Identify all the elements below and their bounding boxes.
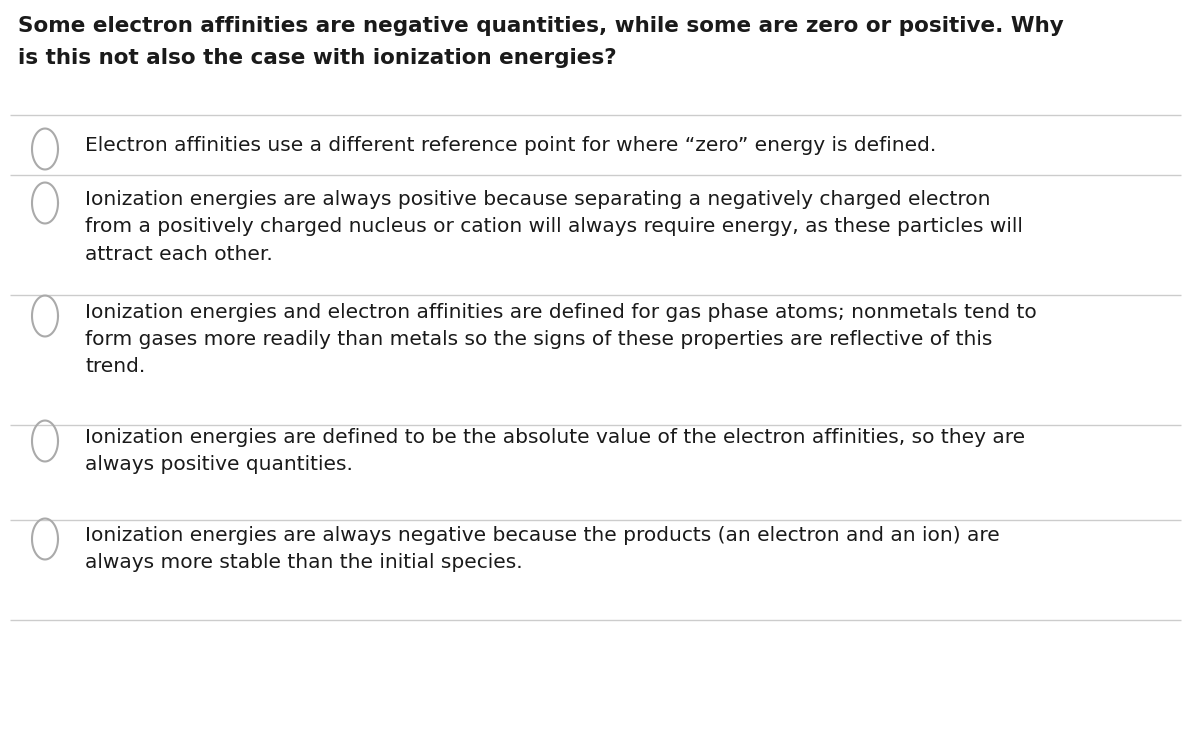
Text: Electron affinities use a different reference point for where “zero” energy is d: Electron affinities use a different refe… (85, 136, 936, 155)
Text: is this not also the case with ionization energies?: is this not also the case with ionizatio… (18, 48, 617, 68)
Text: Some electron affinities are negative quantities, while some are zero or positiv: Some electron affinities are negative qu… (18, 16, 1064, 36)
Text: Ionization energies are defined to be the absolute value of the electron affinit: Ionization energies are defined to be th… (85, 428, 1025, 474)
Text: Ionization energies are always negative because the products (an electron and an: Ionization energies are always negative … (85, 526, 999, 572)
Text: Ionization energies are always positive because separating a negatively charged : Ionization energies are always positive … (85, 190, 1023, 264)
Text: Ionization energies and electron affinities are defined for gas phase atoms; non: Ionization energies and electron affinit… (85, 303, 1036, 376)
